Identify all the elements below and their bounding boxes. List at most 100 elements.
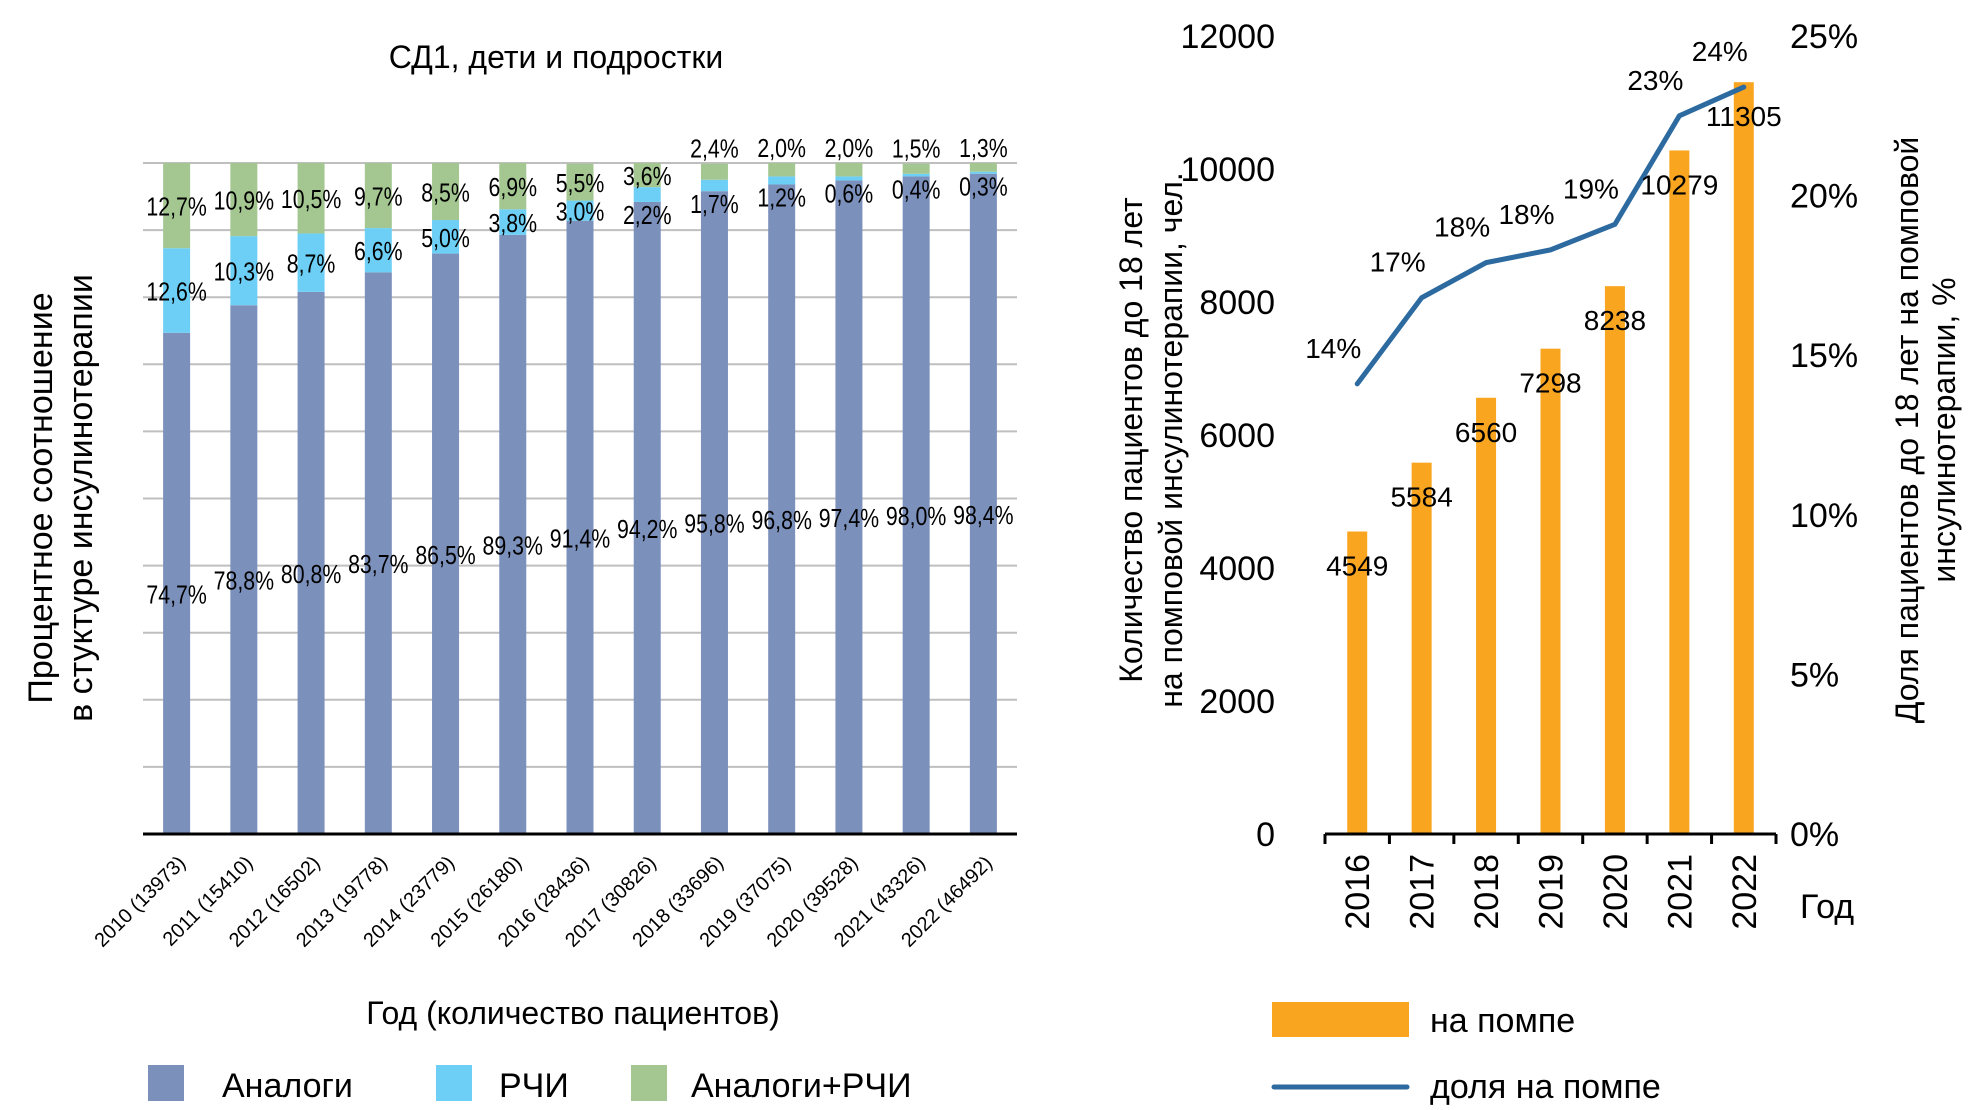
bar-segment-рчи [969, 171, 997, 174]
x-tick-label: 2022 [1726, 854, 1764, 930]
bar-na-pompe [1476, 397, 1497, 834]
x-tick-label: 2016 [1339, 854, 1377, 930]
bar-segment-аналоги-рчи [499, 163, 527, 210]
right-line-series [1354, 84, 1747, 387]
data-label-rchi: 1,7% [690, 190, 739, 220]
right-chart-bar-line: Количество пациентов до 18 лет на помпов… [1113, 18, 1962, 1106]
data-label-rchi: 8,7% [287, 250, 336, 280]
line-data-label: 19% [1563, 173, 1619, 204]
bar-segment-аналоги-рчи [297, 163, 325, 234]
left-bars [163, 163, 997, 835]
y-tick-label: 8000 [1199, 284, 1275, 322]
y2-tick-label: 15% [1790, 337, 1858, 375]
bar-segment-рчи [163, 248, 191, 333]
y-tick-label: 6000 [1199, 417, 1275, 455]
bar-segment-аналоги [969, 173, 997, 835]
y-tick-label: 2000 [1199, 683, 1275, 721]
bar-segment-аналоги-рчи [633, 163, 661, 188]
x-tick-label: 2021 [1661, 854, 1699, 930]
data-label-analogs: 91,4% [550, 524, 610, 554]
x-tick-label: 2019 [1533, 854, 1571, 930]
left-x-axis-title: Год (количество пациентов) [366, 995, 780, 1031]
line-data-label: 24% [1692, 36, 1748, 67]
bar-segment-рчи [768, 176, 796, 185]
legend-label: доля на помпе [1430, 1068, 1661, 1106]
bar-segment-аналоги [230, 305, 258, 834]
legend-swatch [148, 1065, 184, 1101]
data-label-analogs-rchi: 1,3% [959, 134, 1008, 164]
bar-segment-рчи [364, 228, 392, 273]
bar-segment-рчи [566, 200, 594, 221]
bar-segment-аналоги [700, 191, 728, 834]
bar-segment-аналоги-рчи [230, 163, 258, 237]
y-tick-label: 12000 [1180, 18, 1275, 56]
data-label-analogs: 98,0% [886, 502, 946, 532]
line-data-label: 23% [1627, 65, 1683, 96]
bar-segment-аналоги [163, 332, 191, 834]
data-label-analogs: 83,7% [348, 550, 408, 580]
bar-data-label: 5584 [1390, 482, 1452, 513]
right-y-axis-title-line-2: на помповой инсулинотерапии, чел. [1153, 172, 1189, 707]
legend-label: Аналоги+РЧИ [691, 1067, 912, 1105]
data-label-analogs-rchi: 2,0% [757, 134, 806, 164]
bar-segment-рчи [633, 187, 661, 202]
data-label-analogs: 74,7% [146, 580, 206, 610]
data-label-analogs-rchi: 1,5% [892, 135, 941, 165]
bar-segment-аналоги-рчи [902, 163, 930, 174]
data-label-rchi: 3,8% [488, 209, 537, 239]
right-right-y-tick-labels: 0% 5% 10% 15% 20% 25% [1790, 18, 1858, 854]
data-label-rchi: 12,6% [146, 278, 206, 308]
bar-data-label: 8238 [1584, 305, 1646, 336]
bar-na-pompe [1347, 531, 1368, 834]
bar-na-pompe [1604, 286, 1625, 835]
data-label-analogs: 97,4% [819, 504, 879, 534]
y2-tick-label: 10% [1790, 497, 1858, 535]
y-tick-label: 0 [1256, 816, 1275, 854]
data-label-analogs: 89,3% [483, 531, 543, 561]
bar-na-pompe [1411, 462, 1432, 834]
legend-label: Аналоги [222, 1067, 353, 1105]
line-data-label: 18% [1434, 212, 1490, 243]
bar-na-pompe [1669, 150, 1690, 834]
right-x-axis [1323, 832, 1778, 844]
data-label-analogs-rchi: 2,4% [690, 135, 739, 165]
data-label-analogs-rchi: 12,7% [146, 193, 206, 223]
y2-tick-label: 20% [1790, 178, 1858, 216]
data-label-analogs-rchi: 3,6% [623, 162, 672, 192]
data-label-analogs-rchi: 2,0% [825, 134, 874, 164]
bar-segment-рчи [499, 209, 527, 235]
data-label-analogs-rchi: 10,9% [214, 187, 274, 217]
data-label-analogs: 86,5% [415, 541, 475, 571]
data-label-analogs-rchi: 10,5% [281, 185, 341, 215]
line-data-label: 17% [1370, 247, 1426, 278]
left-data-labels: 74,7% 12,6% 12,7% 78,8% 10,3% 10,9% 80,8% 8,7% 1… [146, 134, 1013, 610]
left-x-tick-labels: 2010 (13973)2011 (15410)2012 (16502)2013… [90, 852, 996, 952]
bar-segment-аналоги-рчи [364, 163, 392, 229]
bar-na-pompe [1733, 82, 1754, 834]
data-label-analogs: 95,8% [684, 510, 744, 540]
y2-tick-label: 0% [1790, 816, 1839, 854]
line-data-label: 18% [1498, 199, 1554, 230]
line-data-label: 14% [1305, 333, 1361, 364]
bar-segment-аналоги [566, 220, 594, 834]
right-y2-axis-title-line-2: инсулинотерапии, % [1926, 277, 1962, 582]
right-left-y-tick-labels: 0 2000 4000 6000 8000 10000 12000 [1180, 18, 1275, 854]
bar-segment-аналоги [768, 184, 796, 835]
right-x-axis-title: Год [1800, 888, 1854, 926]
bar-segment-рчи [230, 236, 258, 306]
data-label-analogs-rchi: 5,5% [556, 169, 605, 199]
bar-segment-аналоги-рчи [768, 163, 796, 177]
bar-segment-рчи [700, 179, 728, 192]
bar-segment-аналоги-рчи [969, 163, 997, 172]
data-label-rchi: 0,4% [892, 175, 941, 205]
x-tick-label: 2020 [1597, 854, 1635, 930]
data-label-analogs: 98,4% [953, 501, 1013, 531]
data-label-analogs-rchi: 6,9% [488, 173, 537, 203]
data-label-analogs-rchi: 9,7% [354, 183, 403, 213]
bar-data-label: 10279 [1640, 169, 1718, 200]
left-legend: Аналоги РЧИ Аналоги+РЧИ [148, 1065, 912, 1105]
bar-data-label: 6560 [1455, 417, 1517, 448]
bar-segment-аналоги [499, 234, 527, 834]
